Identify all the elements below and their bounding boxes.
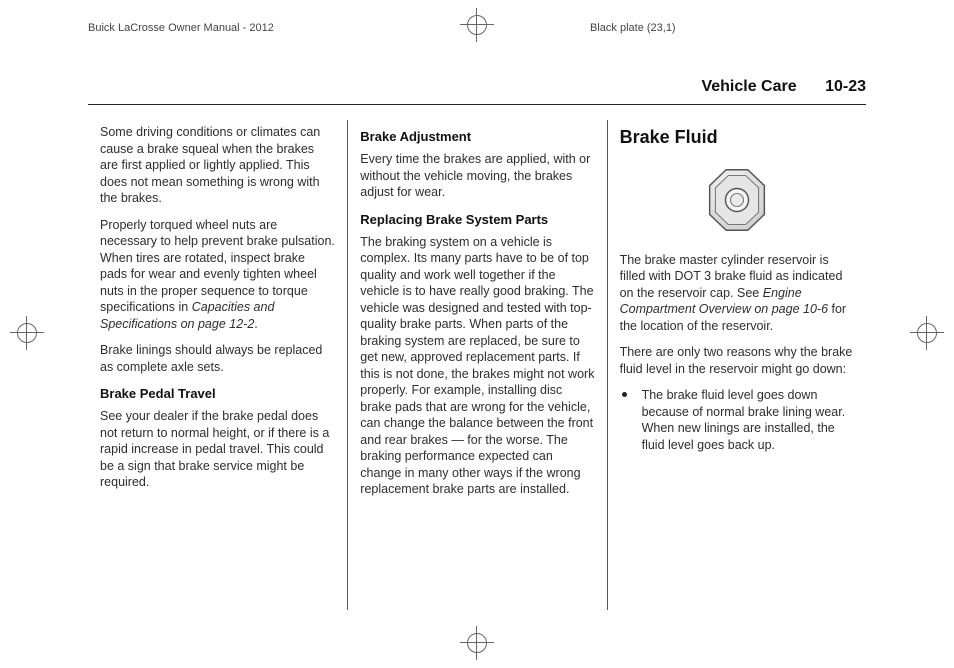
subheading-replacing-parts: Replacing Brake System Parts [360,211,594,228]
page-number: 10-23 [825,78,866,95]
registration-mark-icon [460,8,494,42]
bullet-list: The brake fluid level goes down because … [620,387,854,453]
plate-label: Black plate (23,1) [590,22,676,34]
text-run: The brake master cylinder reservoir is f… [620,253,843,300]
body-paragraph: Every time the brakes are applied, with … [360,151,594,201]
bullet-icon [622,392,627,397]
body-paragraph: Brake linings should always be replaced … [100,342,335,375]
text-run: . [254,317,257,331]
list-item: The brake fluid level goes down because … [620,387,854,453]
body-paragraph: See your dealer if the brake pedal does … [100,408,335,491]
manual-title: Buick LaCrosse Owner Manual - 2012 [88,22,274,34]
body-columns: Some driving conditions or climates can … [88,120,866,610]
column-3: Brake Fluid The brake master cylinder re [607,120,866,610]
list-item-text: The brake fluid level goes down because … [642,388,846,452]
reservoir-cap-icon [701,164,773,236]
manual-page: Buick LaCrosse Owner Manual - 2012 Black… [0,0,954,668]
registration-mark-icon [460,626,494,660]
registration-mark-icon [10,316,44,350]
body-paragraph: The braking system on a vehicle is compl… [360,234,594,498]
body-paragraph: Some driving conditions or climates can … [100,124,335,207]
section-title: Vehicle Care [701,78,796,95]
subheading-brake-adjustment: Brake Adjustment [360,128,594,145]
registration-mark-icon [910,316,944,350]
page-header: Vehicle Care 10-23 [88,78,866,105]
body-paragraph: There are only two reasons why the brake… [620,344,854,377]
column-2: Brake Adjustment Every time the brakes a… [347,120,606,610]
heading-brake-fluid: Brake Fluid [620,126,854,150]
body-paragraph: Properly torqued wheel nuts are necessar… [100,217,335,333]
body-paragraph: The brake master cylinder reservoir is f… [620,252,854,335]
subheading-brake-pedal-travel: Brake Pedal Travel [100,385,335,402]
column-1: Some driving conditions or climates can … [88,120,347,610]
